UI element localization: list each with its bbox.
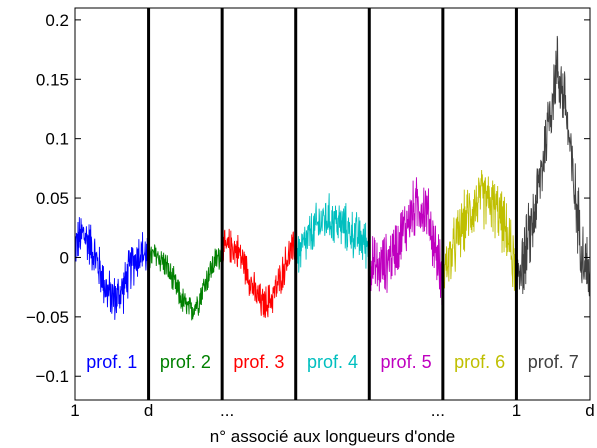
plot-frame [74,7,591,401]
x-tick-label: 1 [70,401,79,420]
y-tick-label: 0.1 [45,130,69,149]
separator-layer [147,8,518,400]
x-axis-label: n° associé aux longueurs d'onde [210,427,455,446]
y-axis: 0.2 0.15 0.1 0.05 0 −0.05 −0.1 [26,11,590,386]
x-tick-label: ... [220,401,234,420]
y-tick-label: 0 [60,248,69,267]
y-tick-label: 0.05 [36,189,69,208]
series-label-2: prof. 2 [160,352,211,372]
y-tick-label: −0.05 [26,308,69,327]
series-trace-4 [295,193,370,276]
y-tick-label: 0.15 [36,70,69,89]
series-layer [74,35,591,321]
x-tick-label: d [585,401,594,420]
series-label-6: prof. 6 [454,352,505,372]
series-label-5: prof. 5 [381,352,432,372]
x-axis: 1 d...... 1 d [70,401,594,420]
x-tick-label: d [144,401,153,420]
series-label-1: prof. 1 [86,352,137,372]
series-trace-1 [74,217,150,320]
y-tick-label: −0.1 [35,367,69,386]
series-trace-5 [368,177,444,311]
series-trace-3 [221,228,297,318]
series-label-7: prof. 7 [528,352,579,372]
series-label-4: prof. 4 [307,352,358,372]
series-trace-2 [148,244,223,321]
x-tick-label: 1 [512,401,521,420]
y-tick-label: 0.2 [45,11,69,30]
series-label-3: prof. 3 [233,352,284,372]
series-labels: prof. 1 prof. 2 prof. 3 prof. 4 prof. 5 prof.… [86,352,578,372]
series-trace-7 [515,35,591,297]
series-trace-6 [442,169,517,291]
x-tick-label: ... [431,401,445,420]
